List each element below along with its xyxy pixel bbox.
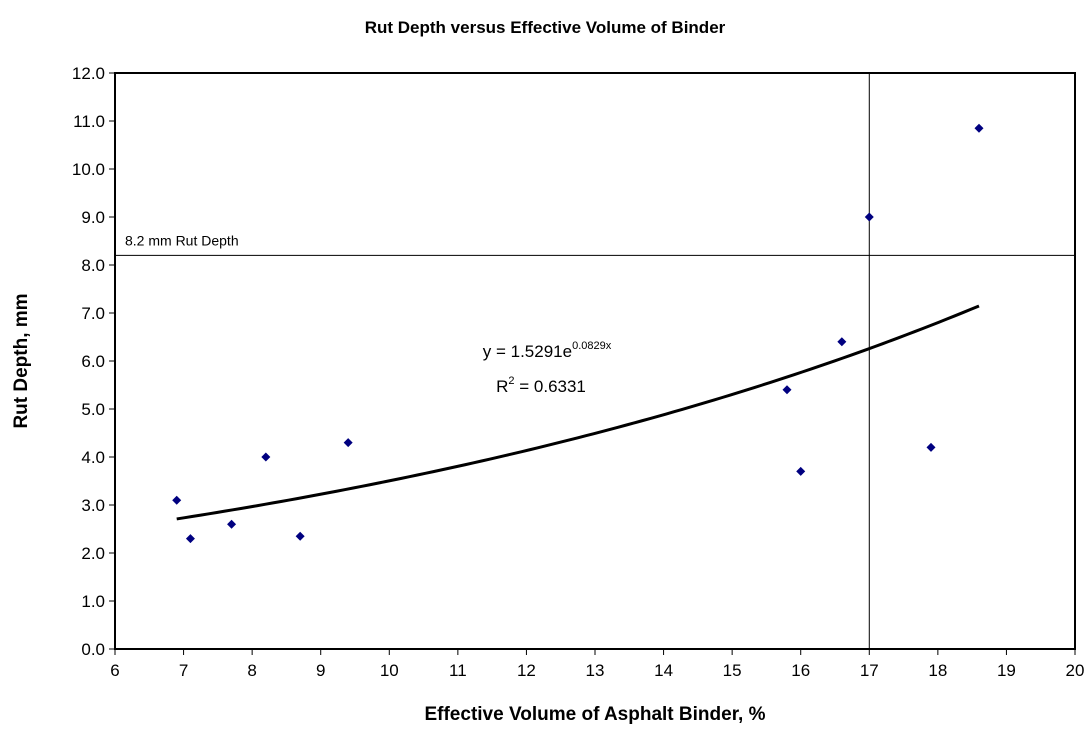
y-tick-label: 11.0 (73, 112, 105, 131)
y-tick-label: 7.0 (81, 304, 105, 323)
reference-label: 8.2 mm Rut Depth (125, 232, 239, 248)
data-point (926, 442, 936, 452)
data-point (343, 438, 353, 448)
data-point (864, 212, 874, 222)
x-tick-label: 15 (723, 661, 742, 680)
data-point (974, 123, 984, 133)
data-point (837, 337, 847, 347)
data-point (295, 531, 305, 541)
y-tick-label: 9.0 (81, 208, 105, 227)
r2-value: = 0.6331 (515, 377, 586, 396)
plot-border (114, 72, 1076, 650)
x-axis-title: Effective Volume of Asphalt Binder, % (424, 704, 765, 725)
x-tick-label: 12 (517, 661, 536, 680)
equation-exponent: 0.0829x (572, 340, 612, 352)
x-tick-label: 7 (179, 661, 188, 680)
y-tick-label: 6.0 (81, 352, 105, 371)
y-tick-label: 5.0 (81, 400, 105, 419)
y-tick-label: 0.0 (81, 640, 105, 659)
x-tick-label: 16 (791, 661, 810, 680)
x-tick-label: 13 (586, 661, 605, 680)
x-tick-label: 6 (110, 661, 119, 680)
y-tick-label: 2.0 (81, 544, 105, 563)
x-tick-label: 11 (449, 661, 467, 680)
r-squared: R2 = 0.6331 (496, 375, 586, 396)
x-tick-label: 19 (997, 661, 1016, 680)
x-tick-label: 10 (380, 661, 399, 680)
trend-equation: y = 1.5291e0.0829x (483, 340, 612, 361)
data-point (172, 495, 182, 505)
data-point (261, 452, 271, 462)
x-tick-label: 20 (1066, 661, 1085, 680)
x-tick-label: 17 (860, 661, 879, 680)
y-axis-title: Rut Depth, mm (11, 293, 32, 428)
r2-power: 2 (508, 375, 514, 387)
x-tick-label: 8 (247, 661, 256, 680)
y-tick-label: 1.0 (81, 592, 105, 611)
y-tick-label: 4.0 (81, 448, 105, 467)
y-tick-label: 12.0 (72, 64, 105, 83)
x-tick-label: 9 (316, 661, 325, 680)
y-tick-label: 8.0 (81, 256, 105, 275)
data-point (227, 519, 237, 529)
chart-title: Rut Depth versus Effective Volume of Bin… (365, 18, 726, 37)
r2-symbol: R (496, 377, 508, 396)
data-point (796, 466, 806, 476)
x-tick-label: 18 (928, 661, 947, 680)
x-tick-label: 14 (654, 661, 673, 680)
data-point (782, 385, 792, 395)
y-tick-label: 3.0 (81, 496, 105, 515)
data-point (185, 534, 195, 544)
trendline (176, 304, 980, 521)
equation-base: y = 1.5291e (483, 342, 572, 361)
y-tick-label: 10.0 (72, 160, 105, 179)
